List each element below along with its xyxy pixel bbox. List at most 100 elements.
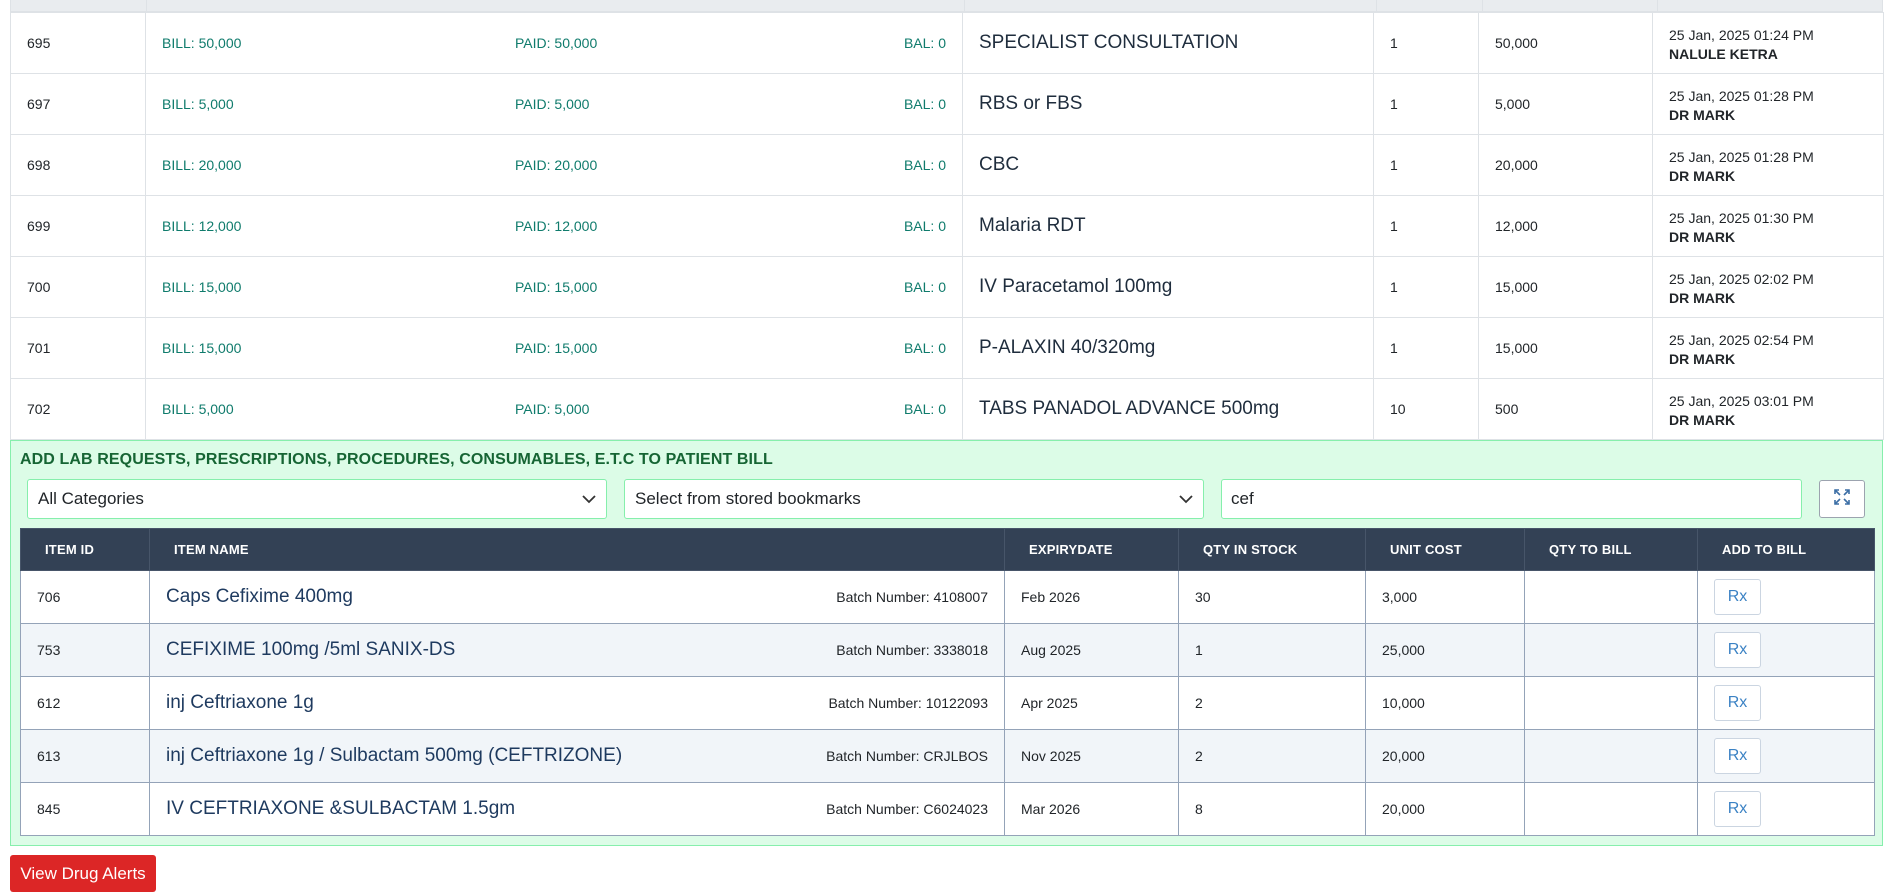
balance-amount: BAL: 0 — [903, 340, 946, 356]
bill-amount: BILL: 20,000 — [162, 157, 242, 173]
bill-date: 25 Jan, 2025 01:28 PM — [1669, 149, 1814, 165]
bill-date-cell: 25 Jan, 2025 02:54 PM DR MARK — [1652, 317, 1884, 379]
bill-amounts: BILL: 50,000 PAID: 50,000 BAL: 0 — [145, 12, 963, 74]
bill-id: 695 — [10, 12, 146, 74]
bill-unit-cost: 500 — [1478, 378, 1653, 440]
bill-date: 25 Jan, 2025 01:30 PM — [1669, 210, 1814, 226]
balance-amount: BAL: 0 — [903, 401, 946, 417]
bill-author: DR MARK — [1669, 107, 1736, 123]
item-expiry: Mar 2026 — [1004, 782, 1179, 836]
bill-description: Malaria RDT — [962, 195, 1374, 257]
bill-amount: BILL: 15,000 — [162, 279, 242, 295]
bill-amount: BILL: 5,000 — [162, 96, 234, 112]
chevron-down-icon — [1179, 489, 1193, 509]
column-header: QTY IN STOCK — [1178, 528, 1366, 571]
bill-author: DR MARK — [1669, 168, 1736, 184]
expand-icon — [1833, 488, 1851, 511]
item-expiry: Nov 2025 — [1004, 729, 1179, 783]
qty-to-bill-cell[interactable] — [1524, 570, 1698, 624]
bill-row: 698 BILL: 20,000 PAID: 20,000 BAL: 0 CBC… — [10, 134, 1884, 196]
item-name-cell: CEFIXIME 100mg /5ml SANIX-DS Batch Numbe… — [149, 623, 1005, 677]
bill-unit-cost: 50,000 — [1478, 12, 1653, 74]
item-name: inj Ceftriaxone 1g / Sulbactam 500mg (CE… — [166, 745, 623, 766]
items-table: ITEM ID ITEM NAME EXPIRYDATE QTY IN STOCK UN… — [20, 528, 1875, 836]
bill-date-cell: 25 Jan, 2025 01:30 PM DR MARK — [1652, 195, 1884, 257]
rx-button[interactable]: Rx — [1714, 791, 1761, 827]
paid-amount: PAID: 20,000 — [515, 157, 598, 173]
bill-amount: BILL: 5,000 — [162, 401, 234, 417]
item-expiry: Aug 2025 — [1004, 623, 1179, 677]
item-stock: 2 — [1178, 676, 1366, 730]
qty-to-bill-cell[interactable] — [1524, 782, 1698, 836]
item-id: 706 — [20, 570, 150, 624]
add-to-bill-cell: Rx — [1697, 570, 1875, 624]
bill-qty: 1 — [1373, 317, 1479, 379]
bill-author: DR MARK — [1669, 351, 1736, 367]
item-row: 845 IV CEFTRIAXONE &SULBACTAM 1.5gm Batc… — [20, 782, 1875, 836]
column-header: ADD TO BILL — [1697, 528, 1875, 571]
rx-button[interactable]: Rx — [1714, 632, 1761, 668]
item-row: 706 Caps Cefixime 400mg Batch Number: 41… — [20, 570, 1875, 624]
batch-number: Batch Number: 10122093 — [828, 695, 988, 711]
item-row: 612 inj Ceftriaxone 1g Batch Number: 101… — [20, 676, 1875, 730]
bill-row: 701 BILL: 15,000 PAID: 15,000 BAL: 0 P-A… — [10, 317, 1884, 379]
view-drug-alerts-button[interactable]: View Drug Alerts — [10, 855, 156, 892]
bill-row: 699 BILL: 12,000 PAID: 12,000 BAL: 0 Mal… — [10, 195, 1884, 257]
bookmark-select[interactable]: Select from stored bookmarks — [624, 479, 1204, 519]
column-header: UNIT COST — [1365, 528, 1525, 571]
paid-amount: PAID: 50,000 — [515, 35, 598, 51]
item-unit-cost: 3,000 — [1365, 570, 1525, 624]
item-row: 753 CEFIXIME 100mg /5ml SANIX-DS Batch N… — [20, 623, 1875, 677]
paid-amount: PAID: 15,000 — [515, 279, 598, 295]
paid-amount: PAID: 5,000 — [515, 401, 590, 417]
item-expiry: Feb 2026 — [1004, 570, 1179, 624]
category-select[interactable]: All Categories — [27, 479, 607, 519]
add-to-bill-panel: ADD LAB REQUESTS, PRESCRIPTIONS, PROCEDU… — [10, 440, 1883, 846]
item-expiry: Apr 2025 — [1004, 676, 1179, 730]
bill-author: DR MARK — [1669, 290, 1736, 306]
bookmark-select-value: Select from stored bookmarks — [635, 489, 861, 508]
item-search-input[interactable] — [1221, 479, 1802, 519]
rx-button[interactable]: Rx — [1714, 738, 1761, 774]
category-select-value: All Categories — [38, 489, 144, 508]
bill-date: 25 Jan, 2025 02:54 PM — [1669, 332, 1814, 348]
item-stock: 1 — [1178, 623, 1366, 677]
bill-date-cell: 25 Jan, 2025 03:01 PM DR MARK — [1652, 378, 1884, 440]
bill-id: 699 — [10, 195, 146, 257]
item-stock: 30 — [1178, 570, 1366, 624]
bill-row: 702 BILL: 5,000 PAID: 5,000 BAL: 0 TABS … — [10, 378, 1884, 440]
bill-date-cell: 25 Jan, 2025 01:28 PM DR MARK — [1652, 134, 1884, 196]
item-name: Caps Cefixime 400mg — [166, 586, 353, 607]
rx-button[interactable]: Rx — [1714, 579, 1761, 615]
paid-amount: PAID: 5,000 — [515, 96, 590, 112]
bill-description: CBC — [962, 134, 1374, 196]
item-unit-cost: 25,000 — [1365, 623, 1525, 677]
bill-amounts: BILL: 5,000 PAID: 5,000 BAL: 0 — [145, 378, 963, 440]
item-row: 613 inj Ceftriaxone 1g / Sulbactam 500mg… — [20, 729, 1875, 783]
item-unit-cost: 20,000 — [1365, 729, 1525, 783]
bill-author: NALULE KETRA — [1669, 46, 1778, 62]
qty-to-bill-cell[interactable] — [1524, 729, 1698, 783]
balance-amount: BAL: 0 — [903, 157, 946, 173]
bill-id: 698 — [10, 134, 146, 196]
add-to-bill-cell: Rx — [1697, 676, 1875, 730]
bill-id: 701 — [10, 317, 146, 379]
qty-to-bill-cell[interactable] — [1524, 623, 1698, 677]
bill-author: DR MARK — [1669, 229, 1736, 245]
balance-amount: BAL: 0 — [903, 279, 946, 295]
bill-qty: 1 — [1373, 134, 1479, 196]
bill-amount: BILL: 50,000 — [162, 35, 242, 51]
bill-id: 697 — [10, 73, 146, 135]
rx-button[interactable]: Rx — [1714, 685, 1761, 721]
bill-date: 25 Jan, 2025 03:01 PM — [1669, 393, 1814, 409]
bill-description: IV Paracetamol 100mg — [962, 256, 1374, 318]
bill-id: 700 — [10, 256, 146, 318]
expand-button[interactable] — [1819, 480, 1865, 518]
add-to-bill-cell: Rx — [1697, 729, 1875, 783]
bill-qty: 1 — [1373, 73, 1479, 135]
bill-amounts: BILL: 12,000 PAID: 12,000 BAL: 0 — [145, 195, 963, 257]
bill-date-cell: 25 Jan, 2025 02:02 PM DR MARK — [1652, 256, 1884, 318]
column-header: QTY TO BILL — [1524, 528, 1698, 571]
qty-to-bill-cell[interactable] — [1524, 676, 1698, 730]
bill-qty: 1 — [1373, 256, 1479, 318]
